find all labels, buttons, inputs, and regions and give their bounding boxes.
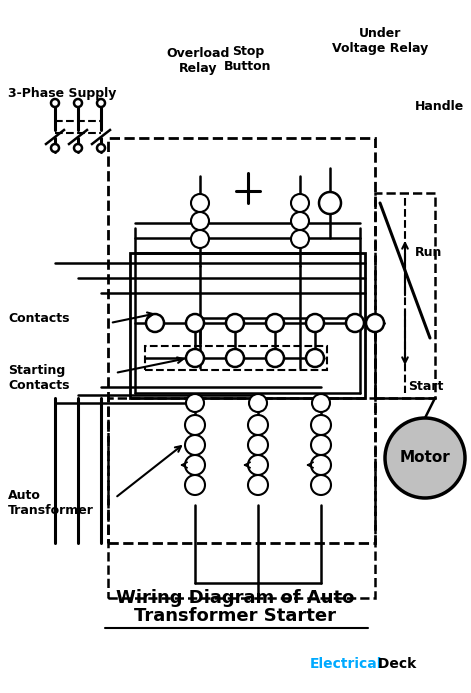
Circle shape xyxy=(185,475,205,495)
Text: 3-Phase Supply: 3-Phase Supply xyxy=(8,87,116,100)
Circle shape xyxy=(248,475,268,495)
Circle shape xyxy=(306,314,324,332)
Text: Starting
Contacts: Starting Contacts xyxy=(8,364,70,392)
Text: Run: Run xyxy=(415,247,442,259)
Circle shape xyxy=(74,99,82,107)
Text: Transformer Starter: Transformer Starter xyxy=(134,607,336,625)
Bar xyxy=(108,138,375,543)
Circle shape xyxy=(146,314,164,332)
Circle shape xyxy=(248,455,268,475)
Circle shape xyxy=(186,314,204,332)
Bar xyxy=(108,398,375,598)
Circle shape xyxy=(248,435,268,455)
Text: Motor: Motor xyxy=(399,450,450,466)
Circle shape xyxy=(319,192,341,214)
Text: Contacts: Contacts xyxy=(8,311,70,324)
Text: Electrical: Electrical xyxy=(310,657,382,671)
Circle shape xyxy=(191,194,209,212)
Text: Stop
Button: Stop Button xyxy=(224,45,272,73)
Circle shape xyxy=(51,99,59,107)
Bar xyxy=(130,253,365,398)
Circle shape xyxy=(74,144,82,152)
Circle shape xyxy=(312,394,330,412)
Circle shape xyxy=(97,99,105,107)
Circle shape xyxy=(226,349,244,367)
Text: Overload
Relay: Overload Relay xyxy=(166,47,230,75)
Circle shape xyxy=(311,415,331,435)
Circle shape xyxy=(97,144,105,152)
Text: Handle: Handle xyxy=(415,100,464,113)
Circle shape xyxy=(385,418,465,498)
Circle shape xyxy=(291,212,309,230)
Circle shape xyxy=(291,230,309,248)
Text: Start: Start xyxy=(408,380,443,392)
Text: Under
Voltage Relay: Under Voltage Relay xyxy=(332,27,428,55)
Circle shape xyxy=(248,415,268,435)
Bar xyxy=(375,193,435,398)
Circle shape xyxy=(311,455,331,475)
Circle shape xyxy=(186,349,204,367)
Circle shape xyxy=(311,435,331,455)
Circle shape xyxy=(306,349,324,367)
Circle shape xyxy=(226,314,244,332)
Circle shape xyxy=(185,435,205,455)
Text: Deck: Deck xyxy=(373,657,416,671)
Circle shape xyxy=(191,212,209,230)
Text: Wiring Diagram of Auto: Wiring Diagram of Auto xyxy=(116,589,354,607)
Circle shape xyxy=(191,230,209,248)
Circle shape xyxy=(266,314,284,332)
Circle shape xyxy=(291,194,309,212)
Bar xyxy=(145,346,327,370)
Circle shape xyxy=(51,144,59,152)
Circle shape xyxy=(366,314,384,332)
Circle shape xyxy=(266,349,284,367)
Circle shape xyxy=(185,455,205,475)
Text: Auto
Transformer: Auto Transformer xyxy=(8,489,94,517)
Circle shape xyxy=(311,475,331,495)
Circle shape xyxy=(249,394,267,412)
Circle shape xyxy=(185,415,205,435)
Circle shape xyxy=(186,394,204,412)
Circle shape xyxy=(346,314,364,332)
